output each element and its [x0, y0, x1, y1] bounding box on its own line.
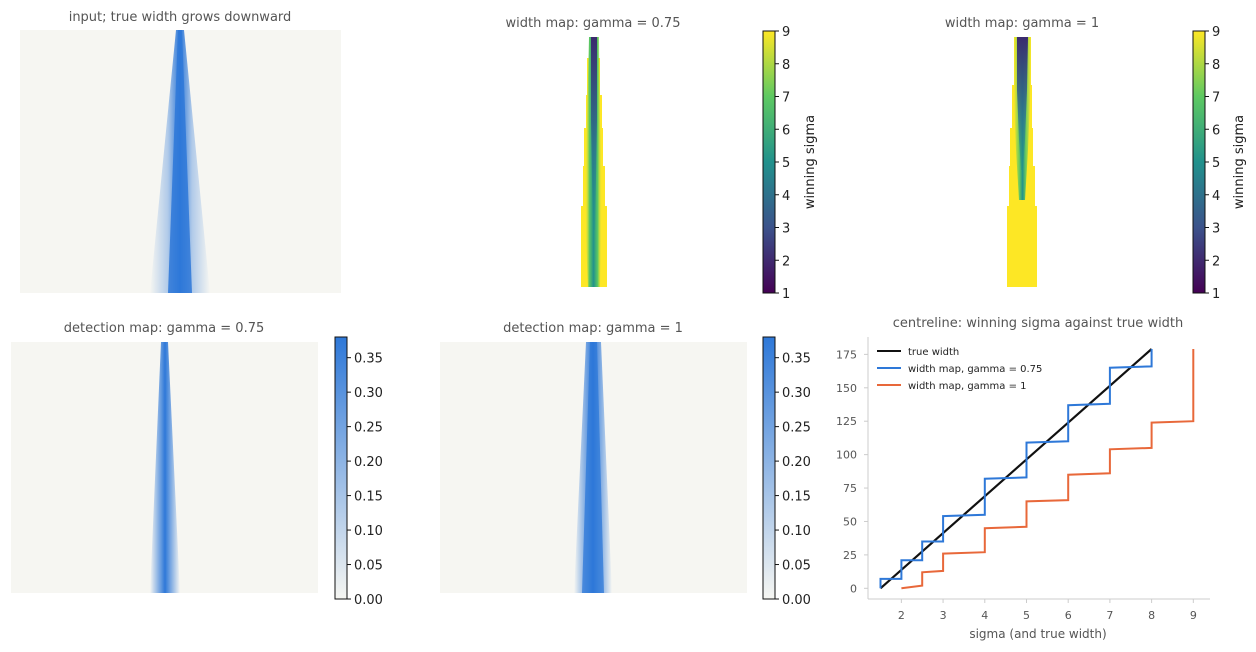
width-map-1-colorbar-tick-label: 8	[1212, 58, 1220, 73]
detection-075-colorbar-tick-label: 0.10	[354, 524, 383, 539]
width-map-075-colorbar-ticks: 1 2 3 4 5 6 7 8 9	[775, 25, 790, 302]
detection-075-ridge	[150, 342, 180, 593]
width-map-1-core	[1017, 37, 1028, 170]
y-tick-label: 0	[850, 582, 857, 595]
width-map-075-colorbar-tick-label: 6	[782, 123, 790, 138]
x-tick-label: 2	[898, 609, 905, 622]
legend-label-true-width: true width	[908, 347, 959, 358]
width-map-075-colorbar-tick-label: 7	[782, 91, 790, 106]
x-tick-label: 5	[1023, 609, 1030, 622]
y-tick-label: 75	[843, 482, 857, 495]
width-map-1-title: width map: gamma = 1	[945, 16, 1099, 31]
x-tick-label: 6	[1065, 609, 1072, 622]
detection-1-colorbar-ticks: 0.00 0.05 0.10 0.15 0.20 0.25 0.30 0.35	[775, 352, 811, 608]
x-tick-label: 7	[1106, 609, 1113, 622]
detection-075-colorbar-tick-label: 0.20	[354, 455, 383, 470]
width-map-1-colorbar-tick-label: 6	[1212, 123, 1220, 138]
width-map-1-colorbar-ticks: 1 2 3 4 5 6 7 8 9	[1205, 25, 1220, 302]
detection-1-colorbar-tick-label: 0.35	[782, 352, 811, 367]
width-map-1-panel: width map: gamma = 1 1 2 3 4 5 6 7 8 9 winning s…	[945, 16, 1247, 302]
width-map-075-colorbar-tick-label: 9	[782, 25, 790, 40]
width-map-1-colorbar-tick-label: 5	[1212, 156, 1220, 171]
y-tick-label: 150	[836, 382, 857, 395]
x-tick-label: 4	[981, 609, 988, 622]
centreline-y-ticks: 0 25 50 75 100 125 150 175	[836, 348, 868, 595]
y-tick-label: 100	[836, 449, 857, 462]
width-map-075-colorbar-tick-label: 1	[782, 287, 790, 302]
width-map-075-colorbar	[762, 30, 776, 294]
width-map-075-colorbar-label: winning sigma	[803, 115, 818, 209]
input-panel: input; true width grows downward	[20, 10, 341, 293]
width-map-075-colorbar-tick-label: 2	[782, 254, 790, 269]
detection-1-title: detection map: gamma = 1	[503, 321, 683, 336]
detection-1-colorbar-tick-label: 0.15	[782, 490, 811, 505]
y-tick-label: 25	[843, 549, 857, 562]
width-map-075-colorbar-tick-label: 3	[782, 222, 790, 237]
width-map-1-colorbar-tick-label: 1	[1212, 287, 1220, 302]
detection-1-colorbar-tick-label: 0.30	[782, 386, 811, 401]
x-tick-label: 3	[940, 609, 947, 622]
width-map-075-colorbar-tick-label: 5	[782, 156, 790, 171]
y-tick-label: 175	[836, 348, 857, 361]
centreline-title: centreline: winning sigma against true w…	[893, 316, 1184, 331]
detection-1-colorbar-tick-label: 0.25	[782, 421, 811, 436]
detection-075-colorbar-tick-label: 0.05	[354, 559, 383, 574]
x-tick-label: 8	[1148, 609, 1155, 622]
input-title: input; true width grows downward	[69, 10, 292, 25]
detection-1-ridge-core	[582, 342, 604, 593]
width-map-1-colorbar-tick-label: 7	[1212, 91, 1220, 106]
detection-1-colorbar-tick-label: 0.05	[782, 559, 811, 574]
width-map-1-colorbar-tick-label: 4	[1212, 189, 1220, 204]
detection-1-colorbar	[762, 336, 776, 600]
centreline-legend: true width width map, gamma = 0.75 width m…	[877, 347, 1042, 392]
detection-1-panel: detection map: gamma = 1 0.00 0.05 0.10 0.1…	[440, 321, 811, 608]
width-map-075-title: width map: gamma = 0.75	[506, 16, 681, 31]
detection-075-colorbar-ticks: 0.00 0.05 0.10 0.15 0.20 0.25 0.30 0.35	[347, 352, 383, 608]
centreline-panel: centreline: winning sigma against true w…	[836, 316, 1210, 641]
detection-075-colorbar-tick-label: 0.35	[354, 352, 383, 367]
y-tick-label: 125	[836, 415, 857, 428]
input-ridge-core	[168, 30, 192, 293]
series-line-gamma-075	[879, 349, 1153, 589]
detection-075-colorbar-tick-label: 0.25	[354, 421, 383, 436]
detection-1-colorbar-tick-label: 0.20	[782, 455, 811, 470]
width-map-075-core	[591, 37, 597, 230]
detection-1-colorbar-tick-label: 0.00	[782, 593, 811, 608]
detection-1-colorbar-tick-label: 0.10	[782, 524, 811, 539]
centreline-x-label: sigma (and true width)	[969, 627, 1106, 641]
width-map-1-colorbar	[1192, 30, 1206, 294]
width-map-1-colorbar-tick-label: 3	[1212, 222, 1220, 237]
width-map-075-colorbar-tick-label: 8	[782, 58, 790, 73]
y-tick-label: 50	[843, 515, 857, 528]
width-map-1-colorbar-tick-label: 9	[1212, 25, 1220, 40]
width-map-1-colorbar-tick-label: 2	[1212, 254, 1220, 269]
detection-075-colorbar-tick-label: 0.00	[354, 593, 383, 608]
detection-075-colorbar-tick-label: 0.15	[354, 490, 383, 505]
width-map-075-panel: width map: gamma = 0.75 1 2 3 4 5 6 7 8 9 winnin…	[506, 16, 818, 302]
detection-075-title: detection map: gamma = 0.75	[64, 321, 265, 336]
series-line-gamma-1	[901, 349, 1195, 590]
width-map-075-colorbar-tick-label: 4	[782, 189, 790, 204]
legend-label-gamma-075: width map, gamma = 0.75	[908, 364, 1042, 375]
width-map-1-colorbar-label: winning sigma	[1232, 115, 1247, 209]
centreline-series	[879, 348, 1195, 590]
series-line-true-width	[879, 348, 1153, 590]
detection-075-colorbar	[334, 336, 348, 600]
detection-075-colorbar-tick-label: 0.30	[354, 386, 383, 401]
legend-label-gamma-1: width map, gamma = 1	[908, 381, 1027, 392]
detection-075-panel: detection map: gamma = 0.75 0.00 0.05 0.10…	[11, 321, 383, 608]
centreline-x-ticks: 2 3 4 5 6 7 8 9	[898, 599, 1197, 622]
x-tick-label: 9	[1190, 609, 1197, 622]
